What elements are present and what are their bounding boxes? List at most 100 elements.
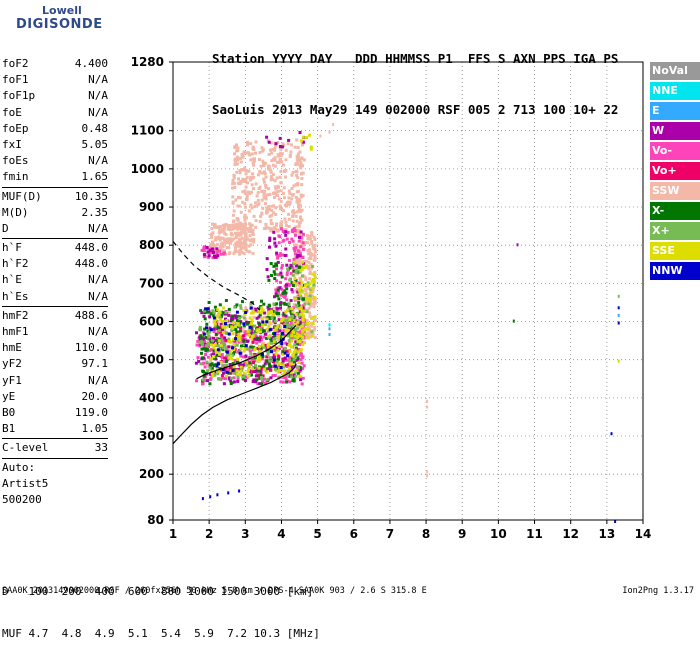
echo-point bbox=[302, 262, 305, 266]
echo-point bbox=[269, 229, 273, 233]
echo-point bbox=[233, 340, 237, 344]
echo-point bbox=[301, 316, 305, 320]
echo-point bbox=[253, 324, 257, 328]
echo-point bbox=[212, 314, 216, 318]
echo-point bbox=[298, 323, 302, 326]
echo-point bbox=[200, 356, 204, 360]
echo-point bbox=[311, 332, 315, 336]
echo-point bbox=[211, 240, 214, 244]
param-row-foep: foEp 0.48 bbox=[2, 121, 108, 137]
echo-point bbox=[198, 339, 202, 343]
echo-point bbox=[238, 240, 242, 244]
echo-point bbox=[239, 372, 243, 376]
echo-point bbox=[294, 340, 298, 344]
echo-point bbox=[231, 338, 235, 342]
echo-point bbox=[257, 366, 261, 370]
echo-point bbox=[268, 192, 272, 196]
echo-point bbox=[246, 140, 249, 144]
echo-point bbox=[207, 310, 211, 314]
echo-point bbox=[295, 170, 299, 174]
echo-point bbox=[266, 315, 270, 319]
param-row-m-d-: M(D) 2.35 bbox=[2, 205, 108, 221]
echo-point bbox=[299, 278, 302, 282]
echo-point bbox=[308, 311, 312, 315]
echo-point bbox=[275, 253, 279, 257]
muf-row-values: 4.7 4.8 4.9 5.1 5.4 5.9 7.2 10.3 [MHz] bbox=[28, 627, 320, 640]
echo-point bbox=[244, 354, 248, 358]
echo-point bbox=[516, 243, 519, 247]
echo-point bbox=[258, 219, 262, 223]
echo-point bbox=[263, 189, 267, 193]
echo-point bbox=[216, 319, 219, 323]
x-tick-label: 7 bbox=[386, 527, 394, 541]
echo-point bbox=[284, 310, 288, 314]
echo-point bbox=[301, 343, 305, 347]
echo-point bbox=[210, 347, 214, 351]
echo-point bbox=[215, 236, 219, 240]
echo-point bbox=[280, 227, 283, 231]
echo-point bbox=[277, 241, 281, 245]
echo-point bbox=[294, 271, 298, 274]
echo-point bbox=[231, 195, 235, 199]
param-name: foE bbox=[2, 105, 22, 119]
echo-point bbox=[282, 313, 286, 317]
echo-point bbox=[242, 324, 246, 328]
echo-point bbox=[269, 311, 273, 315]
echo-point bbox=[238, 169, 242, 173]
echo-point bbox=[261, 323, 265, 327]
echo-point bbox=[288, 202, 292, 206]
echo-point bbox=[244, 235, 248, 239]
echo-point bbox=[287, 196, 291, 200]
plot-frame bbox=[172, 61, 644, 521]
echo-point bbox=[295, 190, 299, 194]
echo-point bbox=[272, 204, 276, 208]
echo-point bbox=[253, 337, 257, 341]
echo-point bbox=[217, 370, 221, 374]
echo-point bbox=[227, 313, 231, 317]
echo-point bbox=[258, 324, 262, 328]
echo-point bbox=[286, 354, 290, 358]
echo-point bbox=[216, 344, 220, 348]
echo-point bbox=[237, 204, 241, 208]
echo-point bbox=[241, 154, 245, 157]
echo-point bbox=[310, 233, 314, 237]
echo-point bbox=[271, 177, 274, 181]
echo-point bbox=[251, 334, 255, 338]
echo-point bbox=[232, 209, 236, 213]
echo-point bbox=[198, 325, 202, 329]
echo-point bbox=[243, 218, 247, 222]
series-sse bbox=[209, 133, 620, 378]
echo-point bbox=[285, 298, 289, 302]
echo-point bbox=[268, 239, 272, 242]
echo-point bbox=[198, 344, 202, 348]
echo-point bbox=[278, 329, 282, 333]
echo-point bbox=[300, 281, 304, 285]
echo-point bbox=[224, 223, 228, 227]
echo-point bbox=[250, 223, 254, 227]
echo-point bbox=[258, 336, 262, 340]
echo-point bbox=[275, 193, 279, 197]
echo-point bbox=[232, 251, 236, 255]
echo-point bbox=[302, 364, 306, 368]
echo-point bbox=[218, 249, 221, 253]
echo-point bbox=[260, 357, 264, 361]
echo-point bbox=[287, 339, 291, 343]
echo-point bbox=[217, 231, 221, 235]
echo-point bbox=[245, 320, 249, 324]
echo-point bbox=[245, 363, 249, 367]
echo-point bbox=[217, 251, 221, 255]
echo-point bbox=[300, 361, 304, 365]
param-name: B1 bbox=[2, 422, 16, 436]
echo-point bbox=[218, 310, 222, 314]
echo-point bbox=[244, 223, 248, 227]
echo-point bbox=[274, 223, 278, 227]
echo-point bbox=[249, 243, 253, 247]
echo-point bbox=[266, 210, 270, 214]
echo-point bbox=[265, 268, 269, 271]
echo-point bbox=[302, 330, 306, 334]
echo-point bbox=[277, 197, 281, 201]
echo-point bbox=[242, 150, 246, 154]
echo-point bbox=[254, 182, 258, 186]
echo-point bbox=[301, 140, 305, 144]
echo-point bbox=[270, 159, 274, 163]
